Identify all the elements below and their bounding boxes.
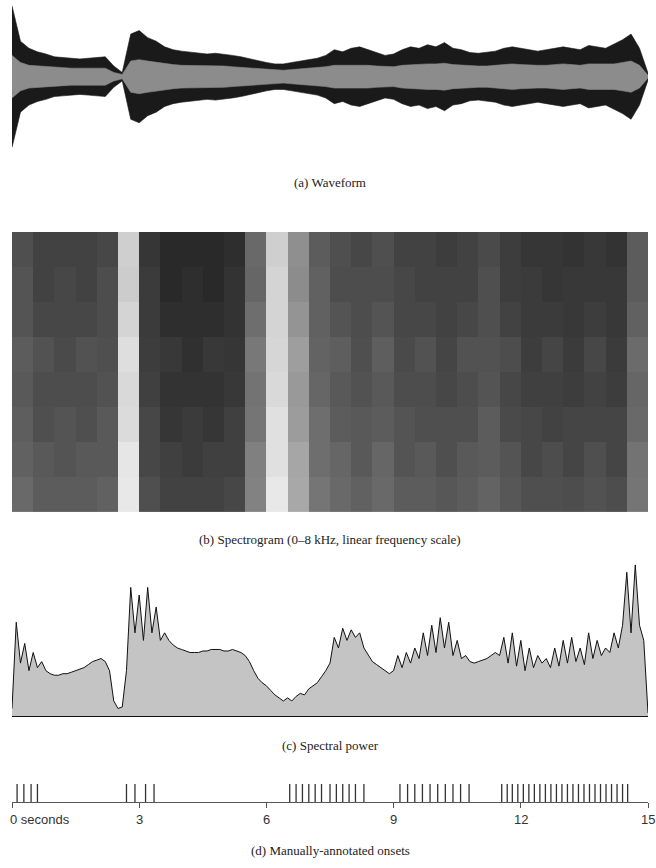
svg-text:(a) Waveform: (a) Waveform — [294, 175, 366, 190]
svg-text:9: 9 — [390, 812, 397, 827]
svg-text:6: 6 — [263, 812, 270, 827]
svg-text:15: 15 — [641, 812, 655, 827]
svg-text:3: 3 — [136, 812, 143, 827]
svg-text:12: 12 — [514, 812, 528, 827]
svg-text:(d) Manually-annotated onsets: (d) Manually-annotated onsets — [251, 843, 410, 858]
svg-text:(c) Spectral power: (c) Spectral power — [282, 738, 379, 753]
svg-text:0 seconds: 0 seconds — [10, 812, 70, 827]
svg-text:(b) Spectrogram (0–8 kHz, line: (b) Spectrogram (0–8 kHz, linear frequen… — [199, 532, 461, 547]
